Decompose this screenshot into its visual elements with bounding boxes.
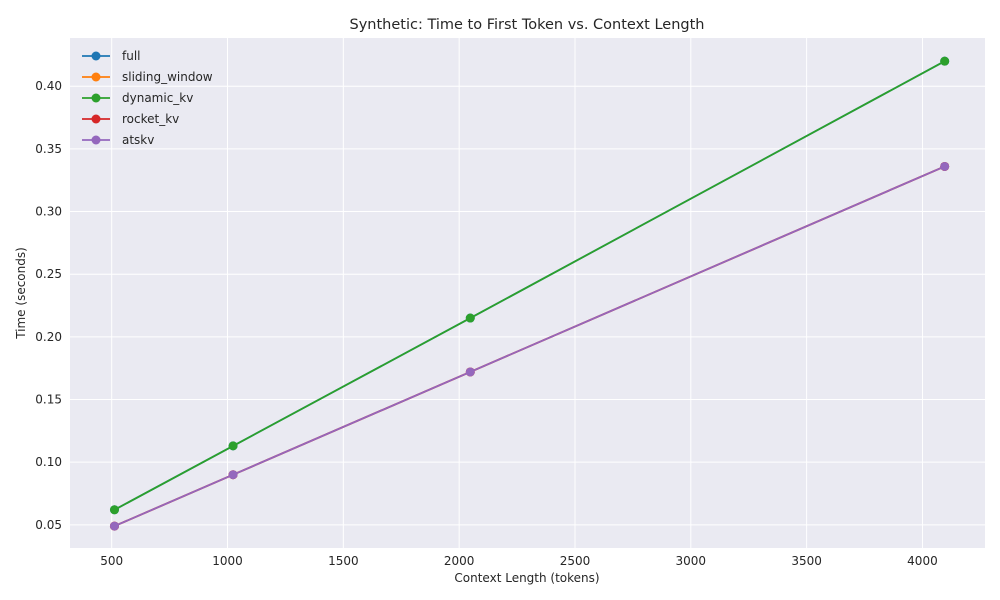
x-tick-label: 1000 — [212, 554, 243, 568]
x-tick-label: 4000 — [907, 554, 938, 568]
x-tick-label: 500 — [100, 554, 123, 568]
data-point-dynamic_kv — [109, 505, 119, 515]
y-tick-label: 0.20 — [35, 330, 62, 344]
x-tick-label: 1500 — [328, 554, 359, 568]
legend-item-atskv: atskv — [82, 133, 154, 147]
legend-item-dynamic_kv: dynamic_kv — [82, 91, 193, 105]
legend-label: atskv — [122, 133, 154, 147]
x-tick-label: 2500 — [560, 554, 591, 568]
legend-marker — [91, 114, 101, 124]
legend-marker — [91, 93, 101, 103]
data-point-atskv — [465, 367, 475, 377]
data-point-dynamic_kv — [465, 313, 475, 323]
y-axis-label: Time (seconds) — [14, 247, 28, 340]
legend: full sliding_window dynamic_kv rocket_kvats… — [82, 49, 213, 147]
data-point-atskv — [940, 161, 950, 171]
x-tick-label: 2000 — [444, 554, 475, 568]
chart-title: Synthetic: Time to First Token vs. Conte… — [350, 17, 705, 33]
series-line-dynamic_kv — [114, 60, 946, 511]
legend-label: full — [122, 49, 141, 63]
series-lines — [109, 56, 950, 531]
x-tick-label: 3500 — [791, 554, 822, 568]
legend-item-rocket_kv: rocket_kv — [82, 112, 179, 126]
legend-label: rocket_kv — [122, 112, 179, 126]
series-dynamic_kv — [109, 56, 950, 515]
data-point-atskv — [228, 470, 238, 480]
legend-marker — [91, 72, 101, 82]
y-tick-label: 0.40 — [35, 79, 62, 93]
series-atskv — [109, 161, 950, 531]
x-axis-label: Context Length (tokens) — [454, 571, 599, 585]
y-tick-label: 0.05 — [35, 518, 62, 532]
legend-label: dynamic_kv — [122, 91, 193, 105]
grid-lines — [70, 38, 985, 548]
legend-label: sliding_window — [122, 70, 213, 84]
series-line-atskv — [114, 165, 946, 527]
y-tick-label: 0.25 — [35, 267, 62, 281]
y-tick-label: 0.35 — [35, 142, 62, 156]
legend-marker — [91, 135, 101, 145]
y-tick-label: 0.30 — [35, 205, 62, 219]
x-axis-ticks: 500 1000 1500 2000 2500 3000 3500 4000 — [100, 554, 937, 568]
legend-marker — [91, 51, 101, 61]
y-tick-label: 0.15 — [35, 393, 62, 407]
legend-item-full: full — [82, 49, 141, 63]
data-point-dynamic_kv — [228, 441, 238, 451]
y-tick-label: 0.10 — [35, 455, 62, 469]
data-point-dynamic_kv — [940, 56, 950, 66]
x-tick-label: 3000 — [676, 554, 707, 568]
plot-area — [70, 38, 985, 548]
y-axis-ticks: 0.05 0.10 0.15 0.20 0.25 0.30 0.35 0.40 — [35, 79, 62, 532]
legend-item-sliding_window: sliding_window — [82, 70, 213, 84]
data-point-atskv — [109, 521, 119, 531]
